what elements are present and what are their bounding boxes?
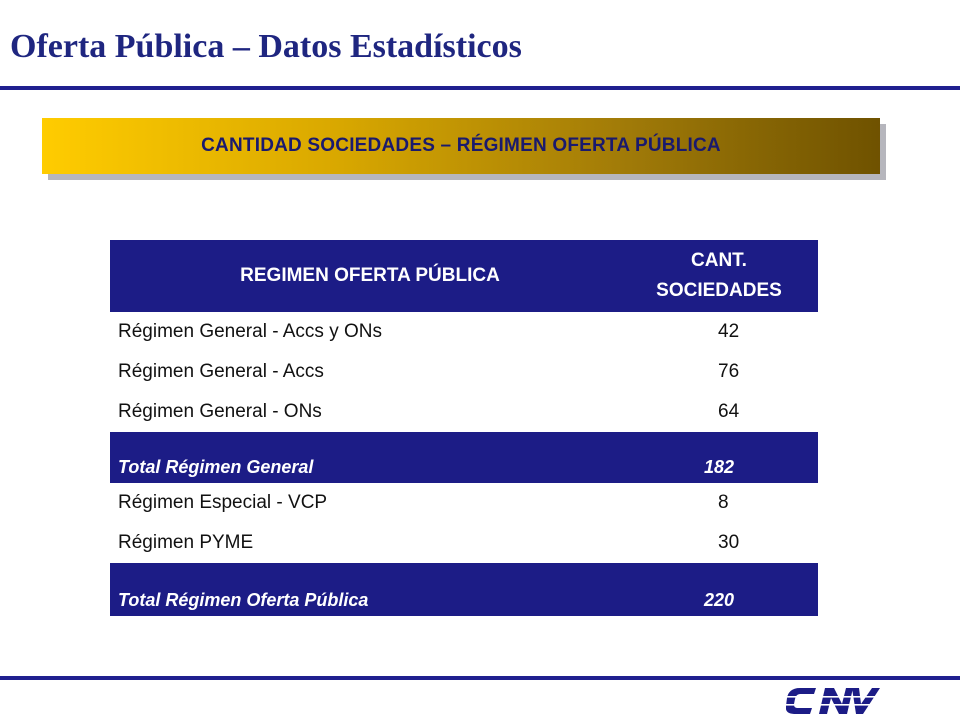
- companies-table: REGIMEN OFERTA PÚBLICA CANT. SOCIEDADES …: [110, 240, 818, 616]
- total-label: Total Régimen General: [110, 432, 620, 483]
- grand-total-label: Total Régimen Oferta Pública: [110, 563, 620, 616]
- table-row: Régimen General - Accs 76: [110, 352, 818, 392]
- row-value: 64: [620, 392, 818, 432]
- table-header-row: REGIMEN OFERTA PÚBLICA CANT. SOCIEDADES: [110, 240, 818, 312]
- cnv-logo-icon: [786, 688, 886, 714]
- banner-title: CANTIDAD SOCIEDADES – RÉGIMEN OFERTA PÚB…: [201, 135, 721, 156]
- footer-divider: [0, 676, 960, 680]
- column-header-cantidad-line1: CANT.: [691, 250, 747, 271]
- page-title: Oferta Pública – Datos Estadísticos: [10, 28, 522, 65]
- row-value: 30: [620, 523, 818, 563]
- grand-total-value: 220: [620, 563, 818, 616]
- table-row: Régimen PYME 30: [110, 523, 818, 563]
- row-value: 8: [620, 483, 818, 523]
- row-value: 76: [620, 352, 818, 392]
- table-row: Régimen Especial - VCP 8: [110, 483, 818, 523]
- row-label: Régimen PYME: [110, 523, 620, 563]
- total-row: Total Régimen General 182: [110, 432, 818, 483]
- table-row: Régimen General - Accs y ONs 42: [110, 312, 818, 352]
- column-header-cantidad-line2: SOCIEDADES: [656, 280, 782, 301]
- grand-total-row: Total Régimen Oferta Pública 220: [110, 563, 818, 616]
- section-banner: CANTIDAD SOCIEDADES – RÉGIMEN OFERTA PÚB…: [42, 118, 880, 174]
- column-header-cantidad: CANT. SOCIEDADES: [620, 240, 818, 312]
- row-label: Régimen Especial - VCP: [110, 483, 620, 523]
- row-label: Régimen General - Accs y ONs: [110, 312, 620, 352]
- column-header-regimen: REGIMEN OFERTA PÚBLICA: [110, 240, 620, 312]
- row-label: Régimen General - ONs: [110, 392, 620, 432]
- row-value: 42: [620, 312, 818, 352]
- table-row: Régimen General - ONs 64: [110, 392, 818, 432]
- total-value: 182: [620, 432, 818, 483]
- title-divider: [0, 86, 960, 90]
- row-label: Régimen General - Accs: [110, 352, 620, 392]
